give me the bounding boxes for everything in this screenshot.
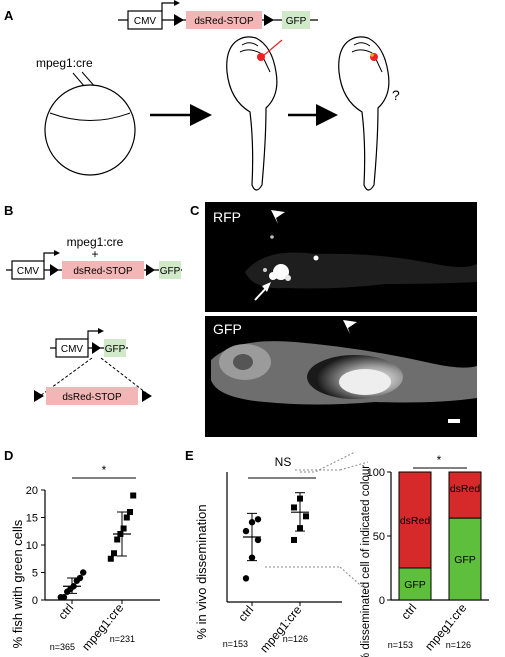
y-tick-label: 0 <box>379 595 385 607</box>
cmv-box <box>11 260 45 280</box>
dsred-stop-box <box>186 11 262 29</box>
y-tick-label: 50 <box>373 531 385 543</box>
chart-e-stacked-bar: % disseminated cell of indicated colour … <box>360 453 489 657</box>
gfp-box <box>159 261 181 279</box>
y-axis-label: % in vivo dissemination <box>194 504 209 639</box>
panel-label-c: C <box>190 203 200 218</box>
zebrafish-egg <box>44 84 136 176</box>
data-point <box>242 527 250 535</box>
cmv-label: CMV <box>61 344 84 355</box>
bar-segment-label: GFP <box>454 554 476 566</box>
n-label: n=153 <box>388 640 413 650</box>
cmv-label: CMV <box>134 16 157 27</box>
loxp-icon <box>264 14 274 26</box>
dsred-stop-label: dsRed-STOP <box>194 16 254 27</box>
bar-segment <box>398 567 432 601</box>
chart-e: % in vivo dissemination NS n=153 n=126 c… <box>194 455 342 655</box>
panel-label-d: D <box>4 448 14 463</box>
data-point <box>60 594 68 601</box>
loxp-icon <box>92 342 101 354</box>
loxp-icon <box>34 390 44 402</box>
y-tick-label: 15 <box>26 513 38 525</box>
bar-segment-label: GFP <box>404 579 426 591</box>
significance-label: * <box>102 463 107 477</box>
scale-bar <box>448 419 460 423</box>
arrowhead-icon <box>271 210 285 224</box>
panel-label-b: B <box>4 203 14 218</box>
y-axis-label: % fish with green cells <box>10 519 25 648</box>
arrowhead-icon <box>343 320 357 334</box>
loxp-icon <box>174 14 184 26</box>
loxp-icon <box>50 264 59 276</box>
significance-label: * <box>437 453 442 467</box>
cmv-box <box>127 10 163 30</box>
data-point <box>111 550 117 557</box>
gfp-label: GFP <box>160 266 181 277</box>
zebrafish-larva <box>226 36 278 191</box>
y-axis-label: % disseminated cell of indicated colour <box>360 465 372 657</box>
data-point <box>76 574 84 582</box>
y-tick-label: 10 <box>26 540 38 552</box>
data-point <box>254 536 262 544</box>
data-point <box>242 575 250 582</box>
data-point <box>291 504 297 511</box>
bar-segment-label: dsRed <box>450 483 481 495</box>
data-point <box>107 555 114 562</box>
cmv-box <box>55 338 89 358</box>
dsred-stop-box <box>62 261 144 279</box>
bar-segment-label: dsRed <box>400 515 431 527</box>
panel-b-schematic: mpeg1:cre + CMV dsRed-STOP GFP CMV GFP d… <box>6 235 182 405</box>
injection-label: mpeg1:cre <box>67 235 124 249</box>
data-point <box>120 525 127 532</box>
significance-label: NS <box>275 455 292 469</box>
n-label: n=126 <box>446 640 471 650</box>
data-point <box>80 569 87 576</box>
bar-segment <box>398 471 432 569</box>
cmv-label: CMV <box>17 266 40 277</box>
y-tick-label: 100 <box>367 467 385 479</box>
dsred-stop-label: dsRed-STOP <box>73 266 133 277</box>
data-point <box>123 514 130 521</box>
red-cell <box>257 53 265 61</box>
n-label: n=365 <box>50 642 75 652</box>
chart-d: % fish with green cells * n=365 n=231 0 5… <box>10 463 160 653</box>
gfp-label: GFP <box>105 344 126 355</box>
loxp-icon <box>142 390 152 402</box>
injection-label: mpeg1:cre <box>36 56 93 70</box>
panel-a-schematic: CMV dsRed-STOP GFP mpeg1:cre ? <box>36 0 400 191</box>
excised-dsred-box <box>46 387 138 405</box>
question-mark: ? <box>392 87 400 103</box>
data-point <box>127 509 133 515</box>
gfp-box <box>104 339 126 357</box>
plus-sign: + <box>91 247 98 261</box>
panel-label-e: E <box>185 448 194 463</box>
arrow-right-icon <box>316 104 338 126</box>
data-point <box>254 516 262 523</box>
arrow-right-icon <box>190 104 212 126</box>
data-point <box>130 492 137 499</box>
n-label: n=126 <box>283 634 308 644</box>
x-tick-label: ctrl <box>398 601 419 622</box>
panel-label-a: A <box>4 8 14 23</box>
y-tick-label: 20 <box>26 485 38 497</box>
gfp-label: GFP <box>286 16 307 27</box>
green-cell <box>370 53 374 57</box>
loxp-icon <box>146 264 155 276</box>
bar-segment <box>448 517 482 601</box>
n-label: n=153 <box>223 639 248 649</box>
panel-c-microscopy: RFP GFP <box>205 202 477 437</box>
y-tick-label: 5 <box>32 568 38 580</box>
data-point <box>114 536 121 543</box>
data-point <box>303 513 309 520</box>
y-tick-label: 0 <box>32 595 38 607</box>
n-label: n=231 <box>110 634 135 644</box>
excised-dsred-label: dsRed-STOP <box>62 392 122 403</box>
zebrafish-larva <box>338 36 390 191</box>
data-point <box>291 536 297 543</box>
bar-segment <box>448 471 482 519</box>
zoom-connectors <box>265 452 369 593</box>
gfp-channel-label: GFP <box>213 321 242 337</box>
gfp-box <box>282 11 310 29</box>
rfp-channel-label: RFP <box>213 209 241 225</box>
